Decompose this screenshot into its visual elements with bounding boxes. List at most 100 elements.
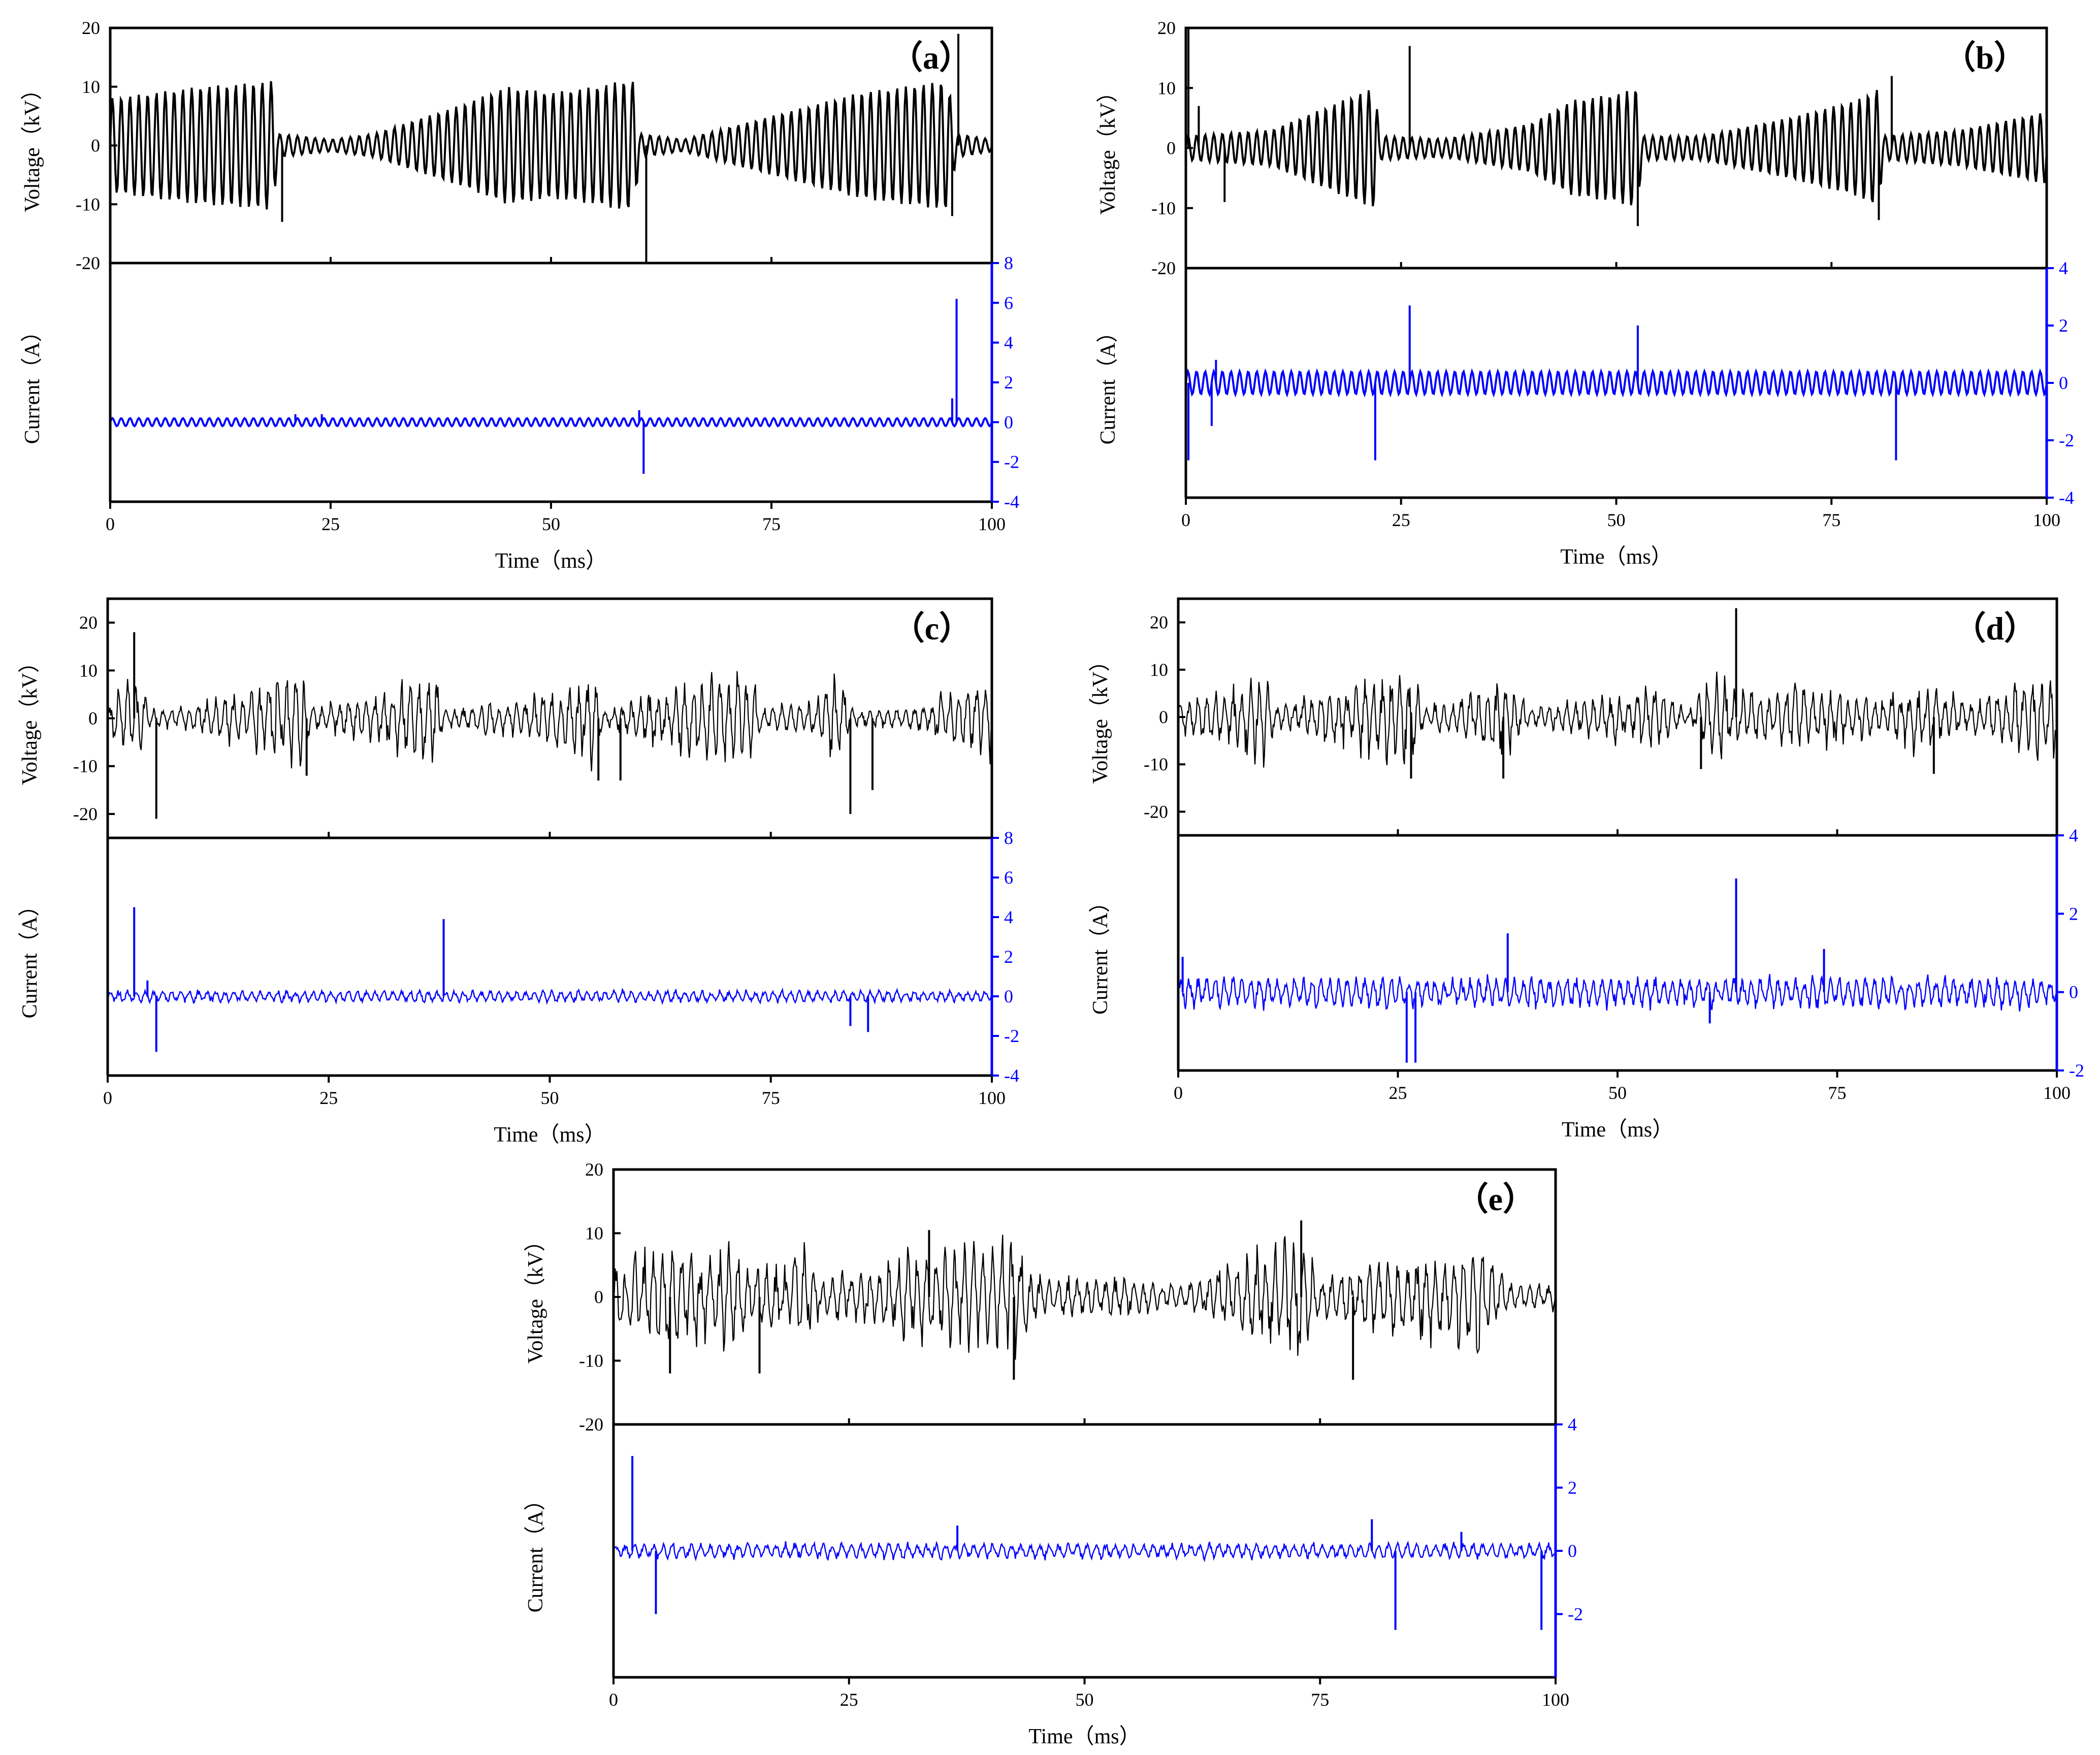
voltage-tick-label: -10 [76,194,100,214]
voltage-tick-label: 0 [1167,138,1176,158]
current-series [613,1456,1556,1630]
current-series [110,299,992,474]
x-tick-label: 75 [1828,1083,1847,1103]
current-tick-label: 0 [1568,1541,1577,1561]
voltage-trace [108,671,992,772]
current-axis-label: Current（A） [524,1489,547,1613]
x-tick-label: 0 [1181,510,1190,530]
x-tick-label: 50 [541,1088,559,1108]
current-tick-label: 4 [1568,1414,1577,1435]
voltage-tick-label: 0 [88,708,98,729]
voltage-tick-label: -20 [1151,258,1176,278]
x-tick-label: 25 [319,1088,338,1108]
voltage-series [613,1220,1556,1380]
voltage-tick-label: 20 [82,18,100,38]
x-tick-label: 25 [1392,510,1410,530]
x-axis-label: Time（ms） [494,1123,605,1147]
x-tick-label: 50 [1607,510,1626,530]
voltage-series [110,34,992,263]
voltage-trace [110,81,992,210]
voltage-tick-label: 0 [1159,707,1168,727]
voltage-axis-label: Voltage（kV） [18,652,42,785]
current-tick-label: 8 [1004,828,1013,848]
x-tick-label: 50 [1076,1689,1094,1710]
panel-label: （d） [1953,610,2037,646]
panel-label: （a） [890,40,972,76]
current-trace [108,987,992,1005]
current-tick-label: 2 [1568,1478,1577,1498]
x-tick-label: 75 [1822,510,1840,530]
current-tick-label: 8 [1004,253,1013,273]
current-axis-label: Current（A） [18,895,42,1019]
current-tick-label: 6 [1004,867,1013,888]
voltage-trace [613,1234,1556,1360]
voltage-tick-label: -10 [1151,198,1176,218]
current-tick-label: -2 [2059,430,2074,450]
voltage-tick-label: 20 [585,1159,603,1180]
voltage-tick-label: -20 [579,1414,603,1435]
voltage-trace [1186,90,2047,207]
current-tick-label: 4 [2059,258,2068,278]
x-tick-label: 100 [978,514,1006,534]
current-tick-label: 4 [2069,825,2078,846]
voltage-tick-label: 10 [82,77,100,97]
current-tick-label: 0 [2059,373,2068,393]
x-tick-label: 75 [762,514,781,534]
voltage-series [108,632,992,819]
current-tick-label: 2 [1004,372,1013,393]
current-tick-label: 0 [1004,412,1013,432]
current-tick-label: -4 [1004,492,1019,512]
current-trace [1186,368,2047,398]
voltage-axis-label: Voltage（kV） [524,1230,547,1364]
x-tick-label: 75 [1311,1689,1329,1710]
panel-label: （c） [892,610,972,646]
voltage-axis-label: Voltage（kV） [1096,81,1120,215]
current-tick-label: -4 [1004,1065,1019,1086]
voltage-tick-label: -10 [579,1351,603,1371]
panel-label: （b） [1943,40,2026,76]
voltage-tick-label: 20 [79,612,98,633]
voltage-tick-label: 10 [1150,660,1168,680]
x-axis-label: Time（ms） [1028,1725,1140,1748]
current-tick-label: 4 [1004,333,1013,353]
current-tick-label: -4 [2059,488,2074,508]
current-tick-label: -2 [1568,1604,1583,1624]
voltage-tick-label: 10 [585,1223,603,1244]
current-series [1186,305,2047,461]
x-axis-label: Time（ms） [1562,1118,1673,1142]
current-tick-label: -2 [1004,1026,1019,1046]
x-tick-label: 0 [609,1689,618,1710]
x-tick-label: 25 [840,1689,858,1710]
voltage-tick-label: -10 [1144,754,1168,774]
current-tick-label: 0 [1004,986,1013,1006]
current-tick-label: 2 [2059,315,2068,336]
x-tick-label: 50 [1608,1083,1627,1103]
x-axis-label: Time（ms） [1560,545,1672,569]
x-tick-label: 25 [321,514,340,534]
x-axis-label: Time（ms） [495,549,607,573]
current-trace [110,416,992,428]
x-tick-label: 100 [2043,1083,2071,1103]
voltage-tick-label: -10 [73,756,98,776]
voltage-tick-label: 0 [91,136,100,156]
x-tick-label: 75 [762,1088,780,1108]
x-tick-label: 0 [103,1088,112,1108]
voltage-tick-label: 20 [1157,18,1176,38]
voltage-axis-label: Voltage（kV） [1089,651,1112,784]
current-tick-label: 2 [2069,903,2078,924]
panel-label: （e） [1456,1181,1535,1217]
voltage-series [1186,28,2047,226]
current-trace [613,1541,1556,1563]
voltage-tick-label: -20 [1144,801,1168,822]
voltage-trace [1178,671,2057,768]
current-series [1178,878,2057,1063]
current-series [108,907,992,1052]
x-tick-label: 100 [978,1088,1006,1108]
current-tick-label: 0 [2069,982,2078,1002]
